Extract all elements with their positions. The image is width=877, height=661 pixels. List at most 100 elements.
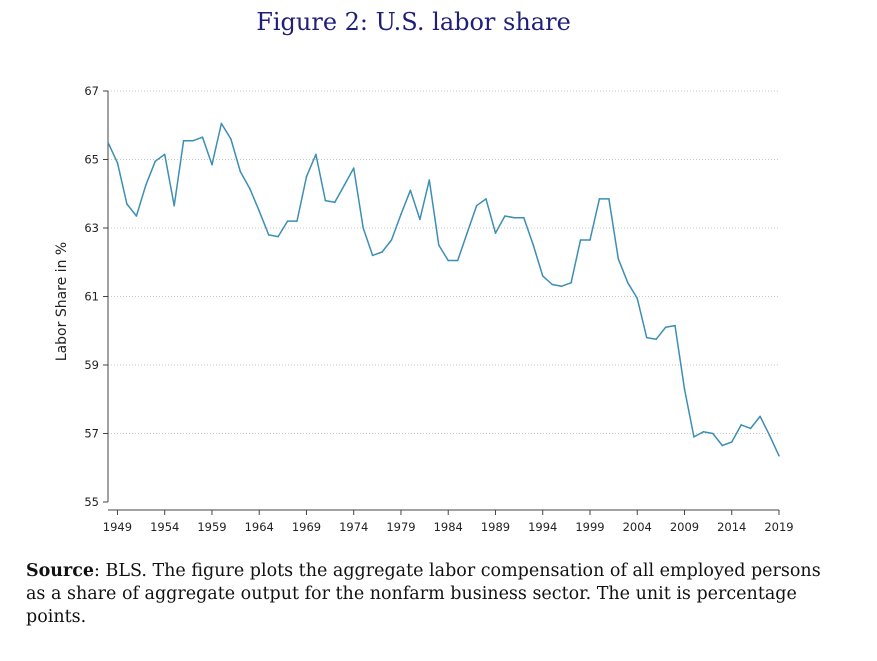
x-tick-label-1964: 1964 bbox=[245, 520, 274, 534]
x-tick-label-1999: 1999 bbox=[575, 520, 604, 534]
x-tick-label-1989: 1989 bbox=[481, 520, 510, 534]
data-point-2004 bbox=[636, 297, 638, 300]
data-point-1959 bbox=[211, 163, 213, 166]
data-point-1984 bbox=[447, 259, 450, 262]
y-tick-label-57: 57 bbox=[84, 427, 99, 441]
data-point-1986 bbox=[466, 232, 468, 234]
data-point-2007 bbox=[664, 326, 667, 329]
data-point-1957 bbox=[192, 139, 194, 142]
x-tick-label-1984: 1984 bbox=[434, 520, 463, 534]
data-point-1977 bbox=[381, 251, 383, 253]
data-point-1996 bbox=[560, 285, 563, 288]
data-point-2016 bbox=[749, 427, 752, 430]
data-point-2014 bbox=[730, 441, 733, 443]
figure-caption: Source: BLS. The figure plots the aggreg… bbox=[26, 560, 826, 629]
data-point-1951 bbox=[135, 215, 138, 217]
data-point-1964 bbox=[258, 210, 261, 212]
data-point-1972 bbox=[334, 201, 336, 204]
data-point-1967 bbox=[286, 220, 289, 222]
data-point-1979 bbox=[400, 213, 402, 216]
x-tick-label-2019: 2019 bbox=[764, 520, 793, 534]
data-point-1999 bbox=[589, 239, 591, 241]
x-tick-label-1994: 1994 bbox=[528, 520, 557, 534]
y-tick-label-65: 65 bbox=[84, 153, 99, 167]
data-point-2011 bbox=[702, 431, 705, 433]
data-point-2001 bbox=[608, 198, 610, 200]
data-point-1961 bbox=[230, 138, 232, 140]
data-point-1982 bbox=[428, 179, 431, 181]
data-point-1958 bbox=[201, 136, 204, 138]
data-point-1993 bbox=[532, 244, 535, 246]
caption-text: : BLS. The figure plots the aggregate la… bbox=[26, 561, 821, 627]
data-point-2009 bbox=[683, 388, 686, 390]
data-point-1971 bbox=[324, 199, 327, 202]
data-point-2010 bbox=[693, 436, 695, 438]
data-point-1997 bbox=[570, 282, 572, 284]
x-tick-label-1979: 1979 bbox=[386, 520, 415, 534]
gridlines bbox=[108, 90, 779, 434]
data-point-1960 bbox=[220, 122, 223, 125]
data-point-2008 bbox=[674, 324, 676, 327]
data-point-1955 bbox=[173, 204, 175, 207]
data-point-2013 bbox=[721, 444, 724, 447]
data-point-1954 bbox=[163, 153, 166, 156]
data-point-1968 bbox=[296, 220, 298, 222]
data-point-1966 bbox=[277, 235, 279, 238]
data-point-2017 bbox=[759, 415, 761, 418]
data-point-1989 bbox=[494, 232, 497, 234]
data-point-1963 bbox=[249, 187, 251, 190]
data-point-1983 bbox=[438, 244, 440, 246]
data-point-1995 bbox=[551, 283, 553, 286]
data-point-2006 bbox=[655, 338, 657, 341]
data-point-2002 bbox=[617, 258, 620, 260]
x-tick-label-1969: 1969 bbox=[292, 520, 321, 534]
data-point-1990 bbox=[504, 215, 506, 217]
data-point-1981 bbox=[419, 218, 421, 221]
data-point-1952 bbox=[145, 184, 147, 186]
data-point-1980 bbox=[409, 189, 412, 192]
data-point-1949 bbox=[116, 162, 119, 164]
data-point-1970 bbox=[315, 153, 317, 156]
data-point-1962 bbox=[239, 170, 242, 173]
data-point-2003 bbox=[627, 282, 629, 284]
y-tick-label-59: 59 bbox=[84, 358, 99, 372]
y-axis-label: Labor Share in % bbox=[54, 242, 70, 361]
data-point-1969 bbox=[305, 175, 308, 178]
data-point-2005 bbox=[645, 336, 648, 339]
data-point-2019 bbox=[778, 455, 780, 457]
data-point-1992 bbox=[523, 216, 525, 219]
data-point-1953 bbox=[154, 160, 157, 162]
data-point-1994 bbox=[541, 275, 544, 277]
x-tick-label-1959: 1959 bbox=[197, 520, 226, 534]
data-point-1974 bbox=[352, 167, 355, 169]
series-line-0 bbox=[107, 122, 780, 457]
x-tick-label-2004: 2004 bbox=[623, 520, 652, 534]
y-tick-label-55: 55 bbox=[84, 495, 99, 509]
data-point-1998 bbox=[579, 239, 582, 241]
y-tick-label-67: 67 bbox=[84, 84, 99, 98]
y-tick-label-61: 61 bbox=[84, 290, 99, 304]
series bbox=[107, 122, 780, 457]
data-point-1948 bbox=[107, 141, 109, 144]
data-point-1975 bbox=[362, 227, 365, 229]
x-tick-label-1954: 1954 bbox=[150, 520, 179, 534]
data-point-1956 bbox=[182, 139, 185, 142]
axes bbox=[103, 90, 780, 515]
data-point-2015 bbox=[740, 424, 742, 426]
data-point-1985 bbox=[456, 259, 459, 262]
data-point-2012 bbox=[712, 432, 714, 435]
x-tick-label-1974: 1974 bbox=[339, 520, 368, 534]
caption-source-label: Source bbox=[26, 561, 95, 581]
figure-title: Figure 2: U.S. labor share bbox=[256, 8, 571, 36]
data-point-1991 bbox=[513, 216, 516, 219]
y-tick-label-63: 63 bbox=[84, 221, 99, 235]
data-point-1976 bbox=[371, 254, 374, 257]
x-tick-label-2014: 2014 bbox=[717, 520, 746, 534]
data-point-1973 bbox=[343, 184, 346, 186]
data-point-1965 bbox=[267, 234, 270, 236]
x-tick-label-2009: 2009 bbox=[670, 520, 699, 534]
x-tick-label-1949: 1949 bbox=[103, 520, 132, 534]
data-point-1978 bbox=[390, 239, 393, 241]
data-point-2018 bbox=[768, 434, 771, 437]
